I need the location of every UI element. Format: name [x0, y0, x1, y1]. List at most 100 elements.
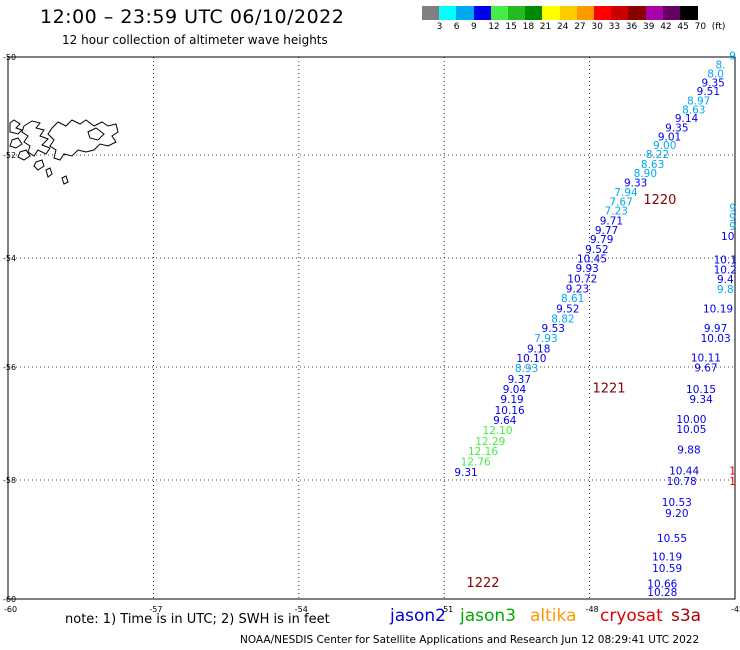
latitude-tick-label: -60 — [3, 595, 16, 604]
satellite-cryosat: cryosat — [600, 606, 663, 626]
wave-height-value: 10.55 — [657, 533, 687, 545]
wave-height-value: 7.93 — [534, 333, 557, 345]
legend-swatch — [594, 6, 612, 20]
legend-label: 36 — [625, 22, 638, 32]
map-grid — [8, 57, 735, 599]
wave-height-value: 9.52 — [585, 244, 608, 256]
latitude-tick-label: -54 — [3, 254, 16, 263]
wave-height-value: 7.94 — [614, 187, 638, 199]
wave-height-value: 10.78 — [667, 476, 697, 488]
observation-labels: 98.8.09.359.518.978.639.149.359.019.008.… — [454, 50, 737, 599]
wave-height-value: 9.52 — [556, 304, 579, 316]
longitude-tick-label: -48 — [586, 605, 599, 614]
satellite-s3a: s3a — [671, 606, 702, 626]
wave-height-value: 9.14 — [675, 113, 699, 125]
wave-height-value: 9.01 — [658, 131, 681, 143]
legend-swatch — [576, 6, 595, 20]
wave-height-value: 9.35 — [701, 77, 724, 89]
legend-swatch — [559, 6, 578, 20]
wave-height-value: 10.19 — [703, 304, 733, 316]
legend-label: 6 — [453, 22, 460, 32]
wave-height-value: 8.61 — [561, 293, 584, 305]
wave-height-value: 9.53 — [542, 323, 565, 335]
pass-time-label: 1222 — [466, 576, 499, 591]
wave-height-value: 10.72 — [567, 274, 597, 286]
legend-label: 70 — [694, 22, 707, 32]
wave-height-value: 9.64 — [493, 415, 517, 427]
wave-height-value: 10.05 — [676, 424, 706, 436]
legend-swatch — [645, 6, 664, 20]
satellite-jason3: jason3 — [460, 606, 516, 626]
wave-height-value: 8.0 — [707, 69, 724, 81]
legend-swatch — [422, 6, 440, 20]
wave-height-value: 10.1 — [714, 254, 737, 266]
wave-height-value: 10.2 — [714, 264, 737, 276]
legend-label: 39 — [643, 22, 655, 32]
wave-height-value: 8. — [715, 59, 725, 71]
wave-height-value: 9.19 — [500, 394, 523, 406]
legend-swatch — [611, 6, 629, 20]
latitude-tick-label: -58 — [3, 476, 16, 485]
wave-height-value: 8.82 — [551, 313, 574, 325]
wave-height-value: 10.45 — [577, 253, 607, 265]
wave-height-value: 8.63 — [682, 104, 705, 116]
wave-height-value: 9.20 — [665, 508, 688, 520]
legend-label: (ft) — [711, 22, 726, 32]
legend-label: 15 — [505, 22, 517, 32]
wave-height-value: 9.51 — [697, 86, 720, 98]
wave-height-value: 8.63 — [641, 159, 664, 171]
latitude-tick-label: -52 — [3, 151, 16, 160]
legend-label: 12 — [488, 22, 500, 32]
wave-height-value: 8.22 — [646, 149, 669, 161]
wave-height-value: 10.44 — [669, 465, 699, 477]
wave-height-value: 10 — [721, 231, 734, 243]
page-title: 12:00 – 23:59 UTC 06/10/2022 — [40, 6, 345, 28]
pass-time-label: 1220 — [643, 193, 676, 208]
wave-height-value: 10.03 — [701, 333, 731, 345]
longitude-tick-label: -51 — [440, 605, 453, 614]
legend-swatch — [662, 6, 681, 20]
page-subtitle: 12 hour collection of altimeter wave hei… — [62, 33, 328, 47]
wave-height-value: 7.23 — [605, 206, 628, 218]
legend-swatch — [490, 6, 509, 20]
wave-height-value: 9.77 — [595, 225, 618, 237]
pass-time-label: 1221 — [592, 381, 625, 396]
legend-label: 42 — [660, 22, 672, 32]
wave-height-value: 9.4 — [717, 274, 734, 286]
wave-height-value: 9 — [729, 203, 736, 215]
wave-height-value: 12.10 — [482, 425, 512, 437]
wave-height-value: 10.19 — [652, 551, 682, 563]
legend-label: 24 — [557, 22, 569, 32]
wave-height-value: 8.93 — [515, 363, 538, 375]
legend-swatch — [473, 6, 492, 20]
footnote: note: 1) Time is in UTC; 2) SWH is in fe… — [65, 612, 330, 627]
wave-height-value: 8.90 — [634, 168, 657, 180]
wave-height-value: 9.04 — [503, 384, 527, 396]
wave-height-value: 9.97 — [704, 323, 727, 335]
wave-height-value: 9.18 — [527, 343, 550, 355]
wave-height-value: 10.59 — [652, 563, 682, 575]
wave-height-value: 9.37 — [508, 374, 531, 386]
wave-height-value: 9.34 — [689, 394, 713, 406]
wave-height-value: 10.66 — [647, 579, 677, 591]
wave-height-value: 9 — [729, 50, 736, 62]
wave-height-value: 10.15 — [686, 384, 716, 396]
wave-height-value: 9.35 — [665, 122, 688, 134]
credit-line: NOAA/NESDIS Center for Satellite Applica… — [240, 634, 700, 646]
latitude-tick-label: -50 — [3, 53, 16, 62]
legend-label: 30 — [591, 22, 603, 32]
wave-height-value: 12.76 — [461, 456, 491, 468]
legend-swatch — [525, 6, 543, 20]
wave-height-value: 10.53 — [662, 497, 692, 509]
map-frame — [7, 56, 736, 600]
wave-height-value: 10.28 — [647, 587, 677, 599]
legend-label: 18 — [522, 22, 535, 32]
wave-height-value: 10.00 — [676, 414, 706, 426]
wave-height-value: 9.71 — [600, 216, 623, 228]
wave-height-value: 9.67 — [694, 363, 717, 375]
legend-swatch — [456, 6, 475, 20]
longitude-tick-label: -60 — [4, 605, 17, 614]
wave-height-value: 9.31 — [454, 467, 477, 479]
legend-swatch — [628, 6, 647, 20]
